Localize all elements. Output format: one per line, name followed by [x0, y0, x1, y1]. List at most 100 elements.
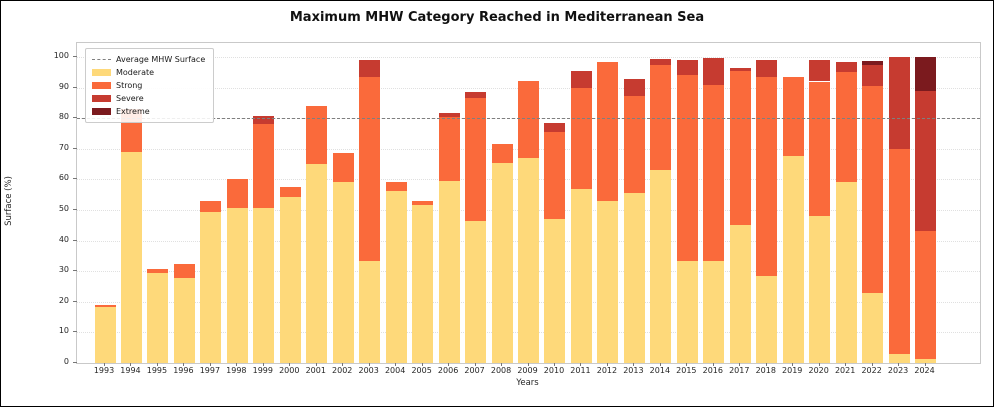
legend-swatch-moderate-icon: [92, 69, 111, 76]
y-tick-label: 90: [58, 81, 69, 91]
legend-item-strong: Strong: [92, 79, 205, 92]
x-tick-label-1993: 1993: [93, 366, 115, 375]
bar-2015-strong: [676, 75, 698, 261]
bar-2002-moderate: [332, 182, 354, 363]
legend-item-severe: Severe: [92, 92, 205, 105]
bar-2019-moderate: [782, 156, 804, 363]
y-tick-label: 40: [58, 234, 69, 244]
x-tick-mark: [395, 363, 397, 366]
legend-item-average: Average MHW Surface: [92, 53, 205, 66]
bar-2000-strong: [279, 186, 301, 198]
x-tick-mark: [553, 363, 555, 366]
bar-2020-strong: [809, 81, 831, 217]
y-tick-label: 70: [58, 142, 69, 152]
x-tick-mark: [262, 363, 264, 366]
dashed-line-icon: [92, 59, 111, 60]
x-axis-label: Years: [516, 378, 539, 388]
bar-2024-moderate: [915, 359, 937, 363]
bar-2011-strong: [570, 87, 592, 189]
legend-item-moderate: Moderate: [92, 66, 205, 79]
x-tick-mark: [765, 363, 767, 366]
bar-2022-severe: [862, 65, 884, 87]
y-tick-mark: [73, 117, 77, 119]
x-tick-mark: [368, 363, 370, 366]
legend-label-extreme: Extreme: [116, 107, 150, 116]
bar-1998-strong: [226, 178, 248, 209]
bar-2005-strong: [412, 200, 434, 206]
x-tick-label-1997: 1997: [199, 366, 221, 375]
x-tick-mark: [659, 363, 661, 366]
bar-2010-strong: [544, 131, 566, 220]
x-tick-mark: [315, 363, 317, 366]
bar-2018-strong: [756, 76, 778, 277]
x-tick-mark: [209, 363, 211, 366]
legend-item-extreme: Extreme: [92, 105, 205, 118]
x-tick-label-2009: 2009: [517, 366, 538, 375]
bar-2023-severe: [888, 57, 910, 149]
bar-2007-severe: [465, 92, 487, 99]
bar-1994-moderate: [120, 151, 142, 363]
bar-2011-severe: [570, 70, 592, 88]
y-tick-label: 0: [63, 357, 69, 366]
x-tick-mark: [342, 363, 344, 366]
bar-1995-strong: [147, 269, 169, 274]
bar-2017-strong: [729, 71, 751, 225]
bar-2018-moderate: [756, 276, 778, 363]
y-tick-mark: [73, 86, 77, 88]
y-tick-label: 10: [58, 326, 69, 336]
bar-2007-moderate: [465, 220, 487, 363]
y-tick-mark: [73, 56, 77, 57]
bar-2010-severe: [544, 122, 566, 132]
x-tick-mark: [633, 363, 635, 366]
bar-2009-moderate: [518, 157, 540, 363]
x-tick-label-2012: 2012: [596, 366, 618, 375]
bar-1998-moderate: [226, 208, 248, 363]
x-tick-mark: [924, 363, 926, 366]
x-tick-label-2003: 2003: [358, 366, 379, 375]
bar-2003-moderate: [359, 260, 381, 363]
x-tick-label-2017: 2017: [729, 366, 750, 375]
bar-2016-strong: [703, 84, 725, 261]
plot-area: Average MHW Surface Moderate Strong Severe E…: [76, 42, 981, 364]
bar-2007-strong: [465, 98, 487, 221]
bar-2022-extreme: [862, 61, 884, 66]
bar-2022-strong: [862, 86, 884, 294]
y-tick-mark: [73, 331, 77, 333]
x-tick-mark: [183, 363, 185, 366]
y-tick-mark: [73, 147, 77, 149]
legend-swatch-extreme-icon: [92, 108, 111, 115]
y-tick-mark: [73, 239, 77, 241]
x-tick-label-2018: 2018: [755, 366, 776, 375]
x-tick-mark: [421, 363, 423, 366]
x-tick-mark: [448, 363, 450, 366]
x-tick-label-2014: 2014: [649, 366, 671, 375]
bar-2013-strong: [623, 95, 645, 194]
bar-2016-moderate: [703, 260, 725, 363]
chart-title: Maximum MHW Category Reached in Mediterr…: [289, 10, 705, 25]
y-axis-label: Surface (%): [4, 176, 14, 226]
x-tick-mark: [474, 363, 476, 366]
bar-2006-strong: [438, 117, 460, 181]
bar-2023-moderate: [888, 353, 910, 363]
bar-2024-extreme: [915, 57, 937, 91]
x-tick-label-2023: 2023: [887, 366, 909, 375]
bar-2016-severe: [703, 57, 725, 85]
bar-2006-severe: [438, 113, 460, 118]
bar-2015-moderate: [676, 260, 698, 363]
x-tick-label-2010: 2010: [543, 366, 565, 375]
bar-2020-severe: [809, 60, 831, 82]
y-tick-label: 80: [58, 112, 69, 122]
x-tick-mark: [845, 363, 847, 366]
x-tick-label-1998: 1998: [226, 366, 247, 375]
x-tick-mark: [289, 363, 291, 366]
x-tick-mark: [739, 363, 741, 366]
x-tick-label-1995: 1995: [146, 366, 168, 375]
bar-2009-strong: [518, 80, 540, 158]
bar-2012-moderate: [597, 201, 619, 363]
bar-2022-moderate: [862, 293, 884, 363]
bar-2013-severe: [623, 79, 645, 96]
x-tick-label-2021: 2021: [834, 366, 856, 375]
x-tick-label-2006: 2006: [437, 366, 459, 375]
legend-swatch-strong-icon: [92, 82, 111, 89]
y-tick-label: 30: [58, 265, 69, 275]
